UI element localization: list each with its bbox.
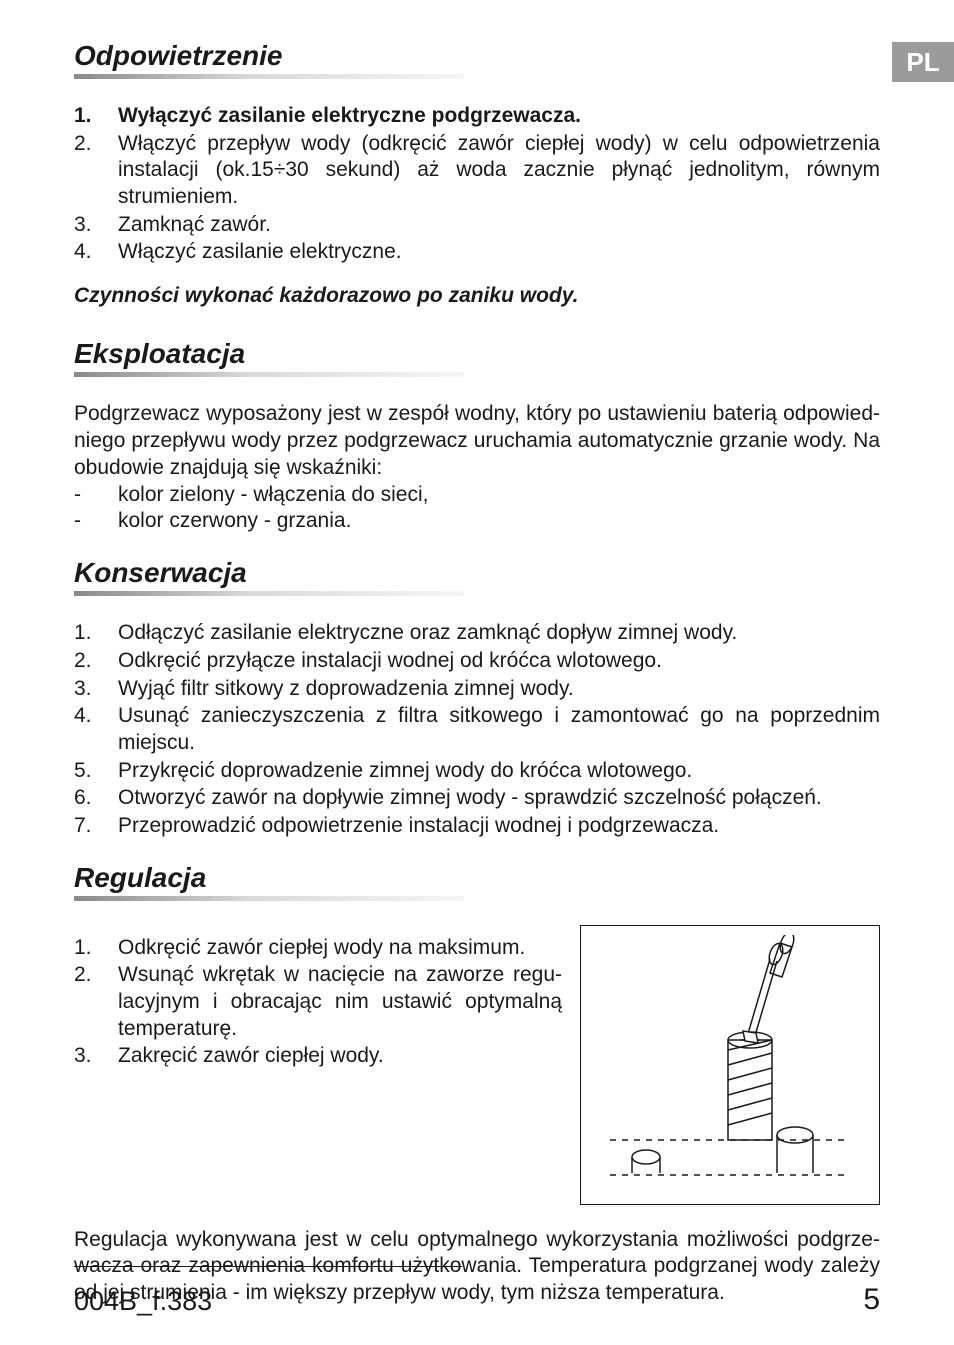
list-num: 1. <box>74 103 118 130</box>
section-underline <box>74 896 464 901</box>
list-num: 7. <box>74 813 118 840</box>
screwdriver-on-valve-icon <box>590 935 870 1195</box>
list-text: Odkręcić zawór ciepłej wody na maksimum. <box>118 935 562 962</box>
section-underline <box>74 591 464 596</box>
footer-code: 004B_f.383 <box>74 1286 212 1317</box>
list-text: Zamknąć zawór. <box>118 212 880 239</box>
list-num: 3. <box>74 676 118 703</box>
list-text: Otworzyć zawór na dopływie zimnej wody -… <box>118 785 880 812</box>
bullet-text: kolor czerwony - grzania. <box>118 508 351 535</box>
section-underline <box>74 372 464 377</box>
page-content: Odpowietrzenie 1.Wyłączyć zasilanie elek… <box>0 0 954 1307</box>
list-text: Zakręcić zawór ciepłej wody. <box>118 1043 562 1070</box>
list-num: 2. <box>74 131 118 211</box>
list-text: Odkręcić przyłącze instalacji wodnej od … <box>118 648 880 675</box>
dash-marker: - <box>74 482 118 509</box>
eksploatacja-intro: Podgrzewacz wyposażony jest w zespół wod… <box>74 401 880 482</box>
list-text: Wyłączyć zasilanie elektryczne podgrzewa… <box>118 103 880 130</box>
footer-divider <box>74 1266 462 1268</box>
regulacja-text-column: 1.Odkręcić zawór ciepłej wody na maksimu… <box>74 925 562 1071</box>
list-num: 3. <box>74 212 118 239</box>
section-title-konserwacja: Konserwacja <box>74 557 880 589</box>
list-text: Wyjąć filtr sitkowy z doprowadzenia zimn… <box>118 676 880 703</box>
list-num: 1. <box>74 935 118 962</box>
page-footer: 004B_f.383 5 <box>74 1283 880 1317</box>
section-underline <box>74 74 464 79</box>
regulacja-figure-column <box>580 925 880 1205</box>
eksploatacja-bullets: -kolor zielony - włączenia do sieci, -ko… <box>74 482 880 536</box>
dash-marker: - <box>74 508 118 535</box>
footer-page-number: 5 <box>863 1283 880 1317</box>
language-tab: PL <box>892 42 954 82</box>
list-num: 4. <box>74 703 118 756</box>
section-title-odpowietrzenie: Odpowietrzenie <box>74 40 880 72</box>
regulation-figure <box>580 925 880 1205</box>
list-num: 2. <box>74 962 118 1042</box>
list-text: Usunąć zanieczyszczenia z filtra sitkowe… <box>118 703 880 756</box>
section-title-eksploatacja: Eksploatacja <box>74 338 880 370</box>
list-text: Wsunąć wkrętak w nacięcie na zaworze reg… <box>118 962 562 1042</box>
list-text: Przeprowadzić odpowietrzenie instalacji … <box>118 813 880 840</box>
list-num: 2. <box>74 648 118 675</box>
regulacja-two-column: 1.Odkręcić zawór ciepłej wody na maksimu… <box>74 925 880 1205</box>
list-num: 6. <box>74 785 118 812</box>
list-text: Przykręcić doprowadzenie zimnej wody do … <box>118 758 880 785</box>
section-title-regulacja: Regulacja <box>74 862 880 894</box>
bullet-text: kolor zielony - włączenia do sieci, <box>118 482 428 509</box>
list-text: Odłączyć zasilanie elektryczne oraz zamk… <box>118 620 880 647</box>
list-num: 5. <box>74 758 118 785</box>
regulacja-list: 1.Odkręcić zawór ciepłej wody na maksimu… <box>74 935 562 1070</box>
odpowietrzenie-note: Czynności wykonać każdorazowo po zaniku … <box>74 284 880 308</box>
list-num: 3. <box>74 1043 118 1070</box>
list-num: 1. <box>74 620 118 647</box>
list-num: 4. <box>74 239 118 266</box>
odpowietrzenie-list: 1.Wyłączyć zasilanie elektryczne podgrze… <box>74 103 880 266</box>
list-text: Włączyć przepływ wody (odkręcić zawór ci… <box>118 131 880 211</box>
list-text: Włączyć zasilanie elektryczne. <box>118 239 880 266</box>
konserwacja-list: 1.Odłączyć zasilanie elektryczne oraz za… <box>74 620 880 839</box>
